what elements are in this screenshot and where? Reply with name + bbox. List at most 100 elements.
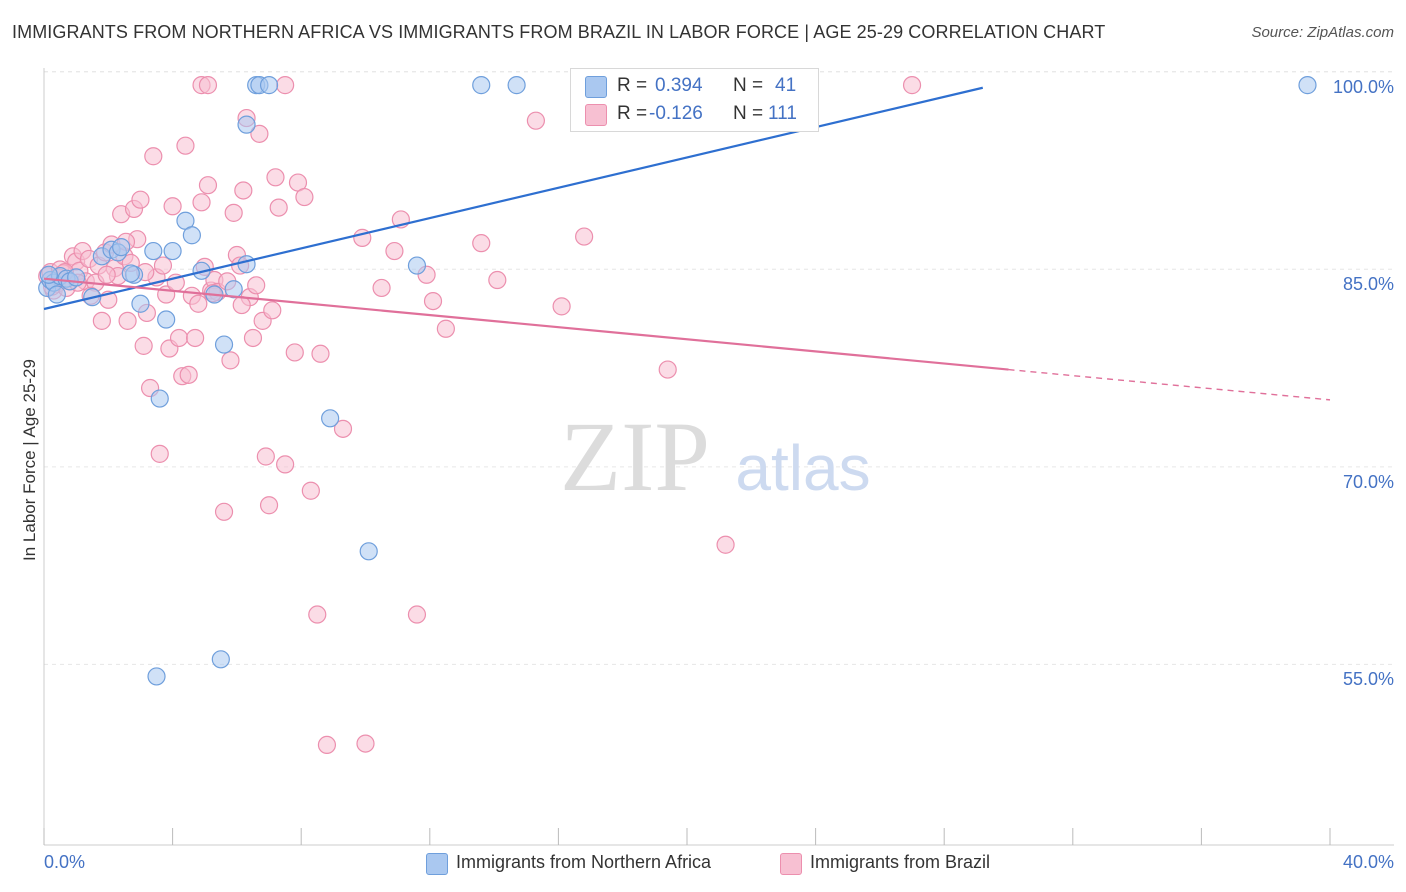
northern-africa-point bbox=[472, 76, 491, 95]
brazil-point bbox=[144, 147, 163, 166]
brazil-point bbox=[902, 76, 922, 95]
n-label: N = bbox=[733, 75, 764, 96]
legend-label: Immigrants from Brazil bbox=[810, 852, 991, 872]
brazil-point bbox=[276, 455, 295, 474]
brazil-points bbox=[38, 76, 922, 755]
watermark-atlas: atlas bbox=[735, 432, 870, 504]
brazil-point bbox=[189, 294, 208, 313]
brazil-point bbox=[214, 502, 234, 521]
grid-layer bbox=[44, 71, 1394, 665]
northern-africa-point bbox=[407, 256, 427, 275]
watermark: ZIP atlas bbox=[560, 401, 871, 512]
brazil-point bbox=[407, 605, 427, 624]
northern-africa-point bbox=[163, 241, 182, 261]
r-value: 0.394 bbox=[655, 75, 703, 96]
n-value: 111 bbox=[768, 103, 797, 124]
brazil-point bbox=[232, 295, 251, 315]
brazil-point bbox=[552, 297, 571, 316]
brazil-point bbox=[385, 241, 404, 261]
brazil-point bbox=[186, 328, 205, 348]
northern-africa-point bbox=[224, 280, 243, 299]
brazil-point bbox=[250, 124, 269, 143]
northern-africa-point bbox=[150, 389, 169, 408]
northern-africa-point bbox=[1298, 76, 1317, 95]
chart-title: IMMIGRANTS FROM NORTHERN AFRICA VS IMMIG… bbox=[12, 22, 1106, 42]
trend-line-brazil bbox=[43, 277, 1009, 371]
northern-africa-point bbox=[211, 650, 230, 669]
brazil-point bbox=[276, 76, 295, 95]
brazil-point bbox=[333, 419, 353, 438]
brazil-point bbox=[285, 343, 304, 362]
brazil-point bbox=[716, 535, 735, 554]
brazil-point bbox=[266, 168, 285, 187]
brazil-point bbox=[658, 360, 677, 379]
y-tick-label: 55.0% bbox=[1342, 669, 1394, 690]
brazil-point bbox=[308, 605, 327, 624]
brazil-point bbox=[243, 328, 263, 348]
n-label: N = bbox=[733, 103, 764, 124]
northern-africa-point bbox=[121, 264, 140, 283]
brazil-point bbox=[92, 311, 111, 330]
brazil-point bbox=[169, 328, 189, 348]
northern-africa-point bbox=[259, 76, 279, 95]
northern-africa-point bbox=[47, 285, 66, 304]
brazil-point bbox=[198, 76, 218, 95]
brazil-point bbox=[163, 197, 182, 216]
brazil-point bbox=[311, 344, 330, 363]
legend-label: Immigrants from Northern Africa bbox=[456, 852, 712, 872]
brazil-point bbox=[234, 181, 253, 200]
brazil-point bbox=[153, 256, 173, 275]
axes-layer bbox=[43, 68, 1394, 846]
brazil-point bbox=[436, 319, 455, 338]
brazil-point bbox=[263, 301, 282, 320]
r-label: R = bbox=[617, 103, 648, 124]
brazil-point bbox=[372, 278, 391, 298]
brazil-point bbox=[176, 136, 195, 155]
brazil-point bbox=[256, 447, 275, 466]
trend-lines bbox=[43, 86, 1331, 401]
brazil-point bbox=[301, 481, 320, 500]
brazil-point bbox=[131, 190, 150, 209]
brazil-point bbox=[192, 193, 211, 212]
brazil-point bbox=[97, 265, 116, 284]
trend-line-northern-africa bbox=[43, 86, 984, 311]
northern-africa-point bbox=[214, 335, 234, 354]
brazil-point bbox=[221, 351, 240, 370]
northern-africa-point bbox=[507, 76, 526, 95]
x-tick-max: 40.0% bbox=[1342, 852, 1394, 872]
northern-africa-point bbox=[144, 241, 163, 261]
r-value: -0.126 bbox=[649, 103, 703, 124]
brazil-point bbox=[488, 270, 507, 290]
brazil-point bbox=[247, 276, 266, 295]
y-tick-label: 70.0% bbox=[1342, 471, 1394, 492]
northern-africa-point bbox=[112, 238, 131, 257]
brazil-point bbox=[526, 111, 545, 130]
stats-swatch-blue bbox=[585, 76, 607, 98]
northern-africa-point bbox=[359, 542, 378, 561]
source-credit: Source: ZipAtlas.com bbox=[1251, 24, 1394, 41]
brazil-point bbox=[356, 734, 375, 753]
legend-swatch-blue bbox=[426, 853, 448, 875]
brazil-point bbox=[259, 496, 279, 515]
brazil-point bbox=[269, 198, 288, 217]
trend-line-brazil-extension bbox=[1008, 368, 1331, 401]
y-tick-label: 85.0% bbox=[1342, 274, 1394, 295]
brazil-point bbox=[472, 234, 491, 253]
n-value: 41 bbox=[775, 75, 797, 96]
northern-africa-point bbox=[321, 409, 340, 428]
brazil-point bbox=[134, 336, 153, 355]
brazil-point bbox=[179, 365, 198, 384]
northern-africa-point bbox=[182, 226, 201, 245]
northern-africa-point bbox=[157, 310, 176, 329]
northern-africa-point bbox=[237, 115, 256, 134]
brazil-point bbox=[150, 444, 169, 463]
correlation-stats-box: R = 0.394 N = 41 R = -0.126 N = 111 bbox=[570, 68, 819, 132]
northern-africa-point bbox=[131, 294, 150, 313]
x-tick-min: 0.0% bbox=[44, 852, 86, 872]
y-tick-label: 100.0% bbox=[1332, 76, 1394, 97]
brazil-point bbox=[423, 292, 443, 311]
northern-africa-point bbox=[147, 667, 166, 686]
brazil-point bbox=[118, 311, 137, 330]
stats-swatch-pink bbox=[585, 104, 607, 126]
